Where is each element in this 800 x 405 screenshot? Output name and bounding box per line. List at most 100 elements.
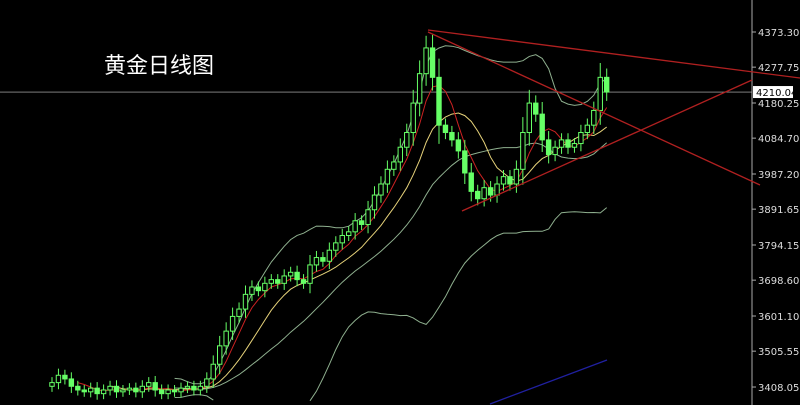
- candle-body: [378, 183, 384, 196]
- y-tick-label: 3601.10: [758, 312, 799, 323]
- candle-body: [275, 279, 281, 284]
- y-tick-label: 3794.15: [758, 241, 799, 252]
- candle-body: [462, 150, 468, 174]
- candle-body: [584, 124, 591, 134]
- candle-body: [113, 385, 120, 393]
- candle-body: [326, 249, 333, 262]
- candle-body: [107, 385, 113, 391]
- candle-body: [436, 76, 442, 126]
- candle-body: [365, 209, 371, 225]
- candle-body: [423, 47, 429, 75]
- candle-body: [94, 387, 100, 395]
- y-tick-label: 3408.05: [758, 383, 799, 394]
- candle-body: [591, 109, 597, 126]
- candle-body: [552, 146, 558, 156]
- candle-body: [468, 172, 474, 192]
- candle-body: [507, 176, 513, 185]
- y-tick-label: 4373.30: [758, 28, 799, 39]
- candle-body: [68, 378, 75, 387]
- chart-title: 黄金日线图: [104, 54, 215, 79]
- candle-body: [384, 168, 391, 185]
- candle-body: [171, 389, 178, 393]
- candle-body: [455, 139, 462, 152]
- candle-body: [139, 385, 146, 393]
- candle-body: [500, 176, 507, 185]
- candle-body: [165, 389, 171, 395]
- candle-body: [597, 76, 603, 111]
- bollinger-lower: [174, 394, 214, 401]
- candle-body: [88, 387, 94, 393]
- candle-body: [300, 279, 307, 284]
- candle-body: [249, 286, 255, 295]
- candle-body: [120, 389, 126, 393]
- candle-body: [442, 124, 449, 134]
- candle-body: [494, 183, 500, 196]
- candle-body: [358, 220, 365, 225]
- candle-body: [217, 345, 223, 365]
- candle-body: [55, 374, 62, 384]
- candle-body: [255, 286, 262, 292]
- candle-body: [320, 257, 326, 262]
- candle-body: [520, 132, 526, 170]
- moving-average-slow: [110, 112, 608, 391]
- candle-body: [307, 264, 313, 284]
- candle-body: [152, 382, 158, 391]
- y-tick-label: 4084.70: [758, 134, 799, 145]
- y-tick-label: 4277.75: [758, 63, 799, 74]
- candle-body: [397, 146, 404, 163]
- candle-body: [62, 374, 68, 380]
- candle-body: [533, 102, 539, 115]
- candle-body: [410, 102, 416, 134]
- candle-body: [191, 385, 197, 391]
- candle-body: [475, 190, 481, 200]
- candle-body: [352, 220, 358, 233]
- candle-body: [513, 168, 520, 185]
- candle-body: [429, 47, 436, 78]
- candle-body: [223, 330, 229, 347]
- candle-body: [371, 194, 378, 211]
- candle-body: [571, 143, 578, 148]
- candle-body: [158, 389, 165, 395]
- candle-body: [229, 315, 236, 332]
- candle-body: [210, 363, 216, 380]
- current-price-badge: [753, 86, 793, 99]
- candle-body: [565, 139, 571, 148]
- candle-body: [346, 231, 352, 237]
- candle-body: [333, 242, 339, 251]
- candle-body: [313, 257, 320, 266]
- candle-body: [81, 389, 87, 393]
- y-tick-label: 3698.60: [758, 276, 799, 287]
- candle-body: [242, 293, 249, 310]
- candle-body: [526, 102, 532, 134]
- candle-body: [539, 113, 545, 141]
- candle-body: [545, 139, 552, 156]
- candle-body: [449, 132, 455, 141]
- blue-line: [489, 359, 608, 405]
- bollinger-lower: [309, 207, 608, 402]
- trendline-upper-2: [427, 31, 761, 186]
- candle-body: [391, 161, 397, 170]
- candle-body: [339, 235, 345, 244]
- candle-body: [287, 271, 294, 277]
- candle-body: [133, 387, 139, 393]
- candle-body: [294, 271, 300, 281]
- candle-body: [487, 187, 494, 196]
- candle-body: [262, 282, 268, 292]
- trendline-upper-1: [427, 29, 800, 79]
- candle-body: [146, 382, 152, 387]
- candle-body: [126, 387, 133, 391]
- y-tick-label: 3505.55: [758, 347, 799, 358]
- current-price-label: 4210.04: [756, 88, 797, 99]
- bollinger-middle: [174, 142, 608, 390]
- candle-body: [404, 132, 410, 148]
- candle-body: [75, 385, 81, 391]
- candle-body: [184, 385, 191, 389]
- candle-body: [49, 382, 55, 387]
- candle-body: [236, 308, 242, 317]
- trendline-support: [461, 79, 753, 212]
- candle-body: [281, 275, 287, 284]
- candle-body: [197, 385, 204, 391]
- candle-body: [100, 389, 107, 395]
